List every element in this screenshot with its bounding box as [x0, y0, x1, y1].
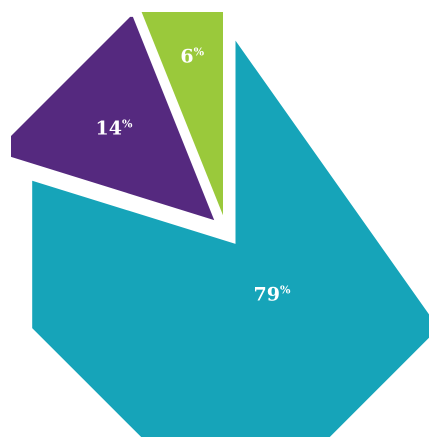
slice-value: 14: [96, 118, 122, 140]
slice-unit: %: [194, 45, 205, 58]
slice-value: 6: [180, 45, 193, 67]
slice-unit: %: [122, 118, 133, 131]
slice-unit: %: [280, 284, 291, 297]
slice-value: 79: [254, 284, 280, 306]
